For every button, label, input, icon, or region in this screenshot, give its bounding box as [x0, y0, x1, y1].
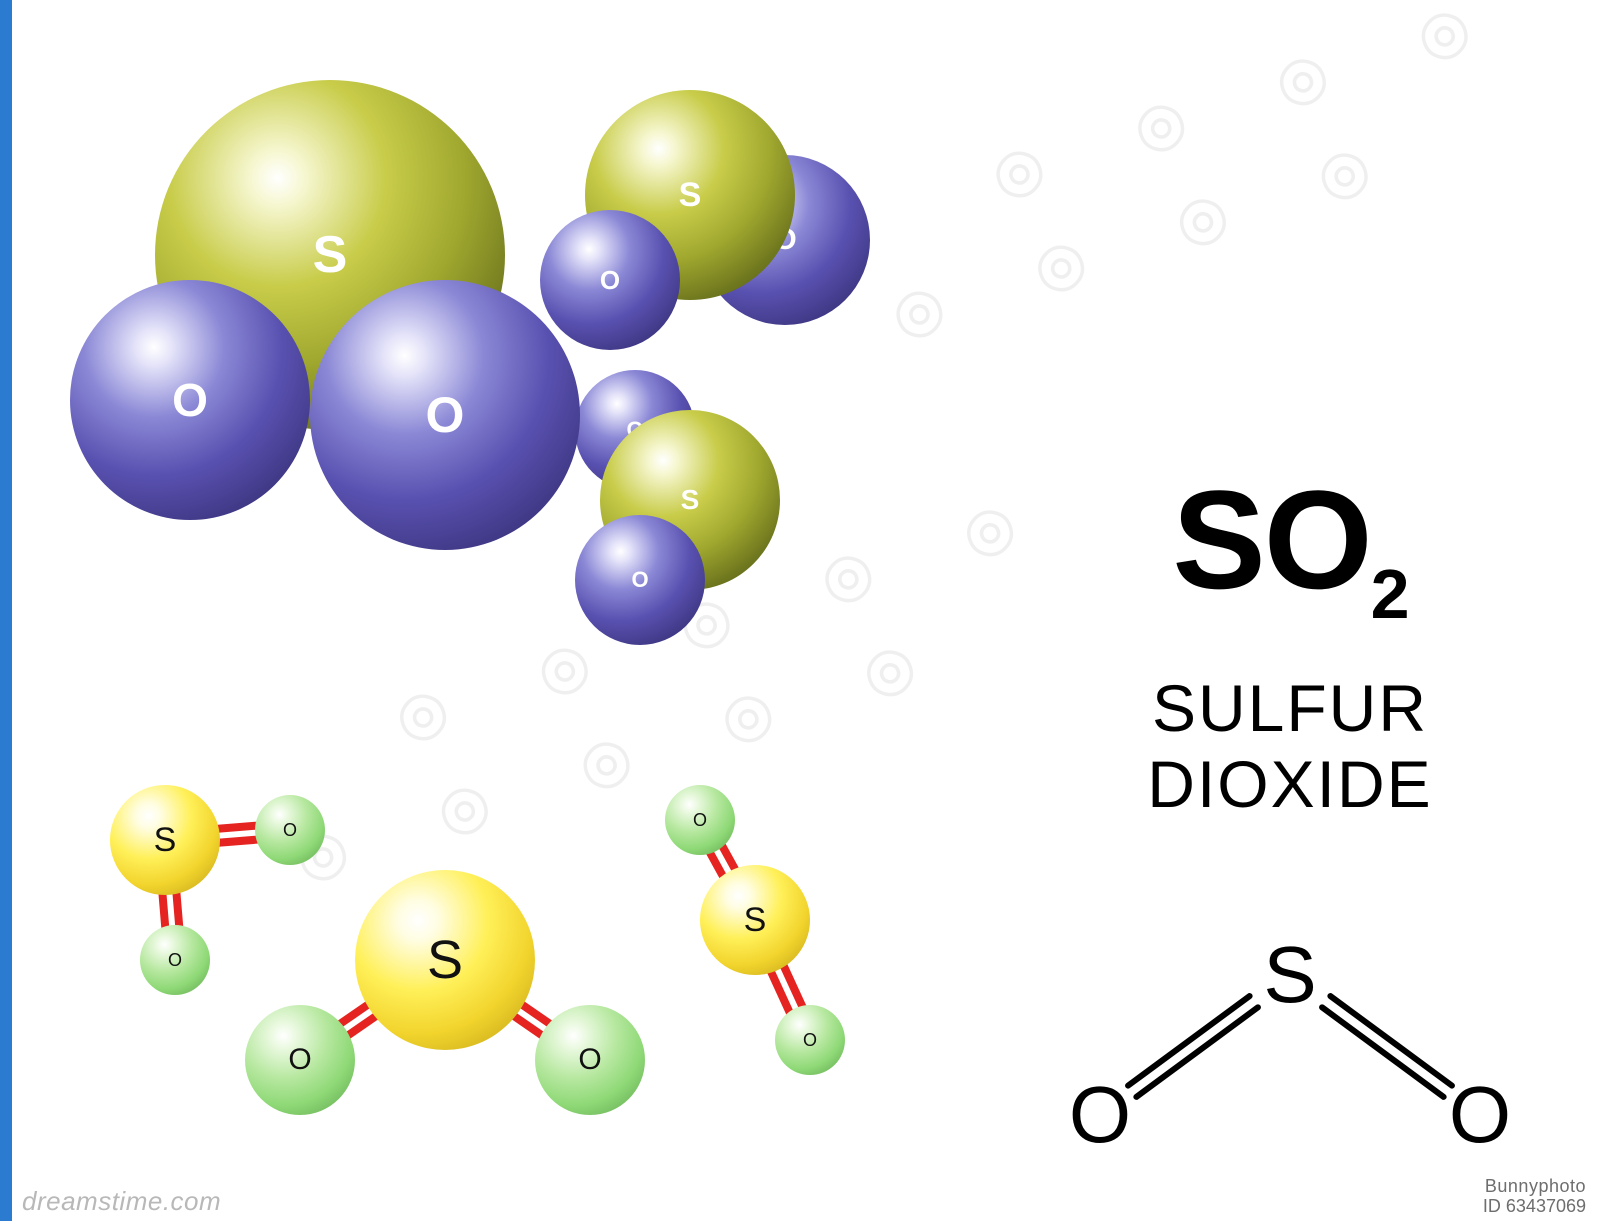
formula-main-text: SO: [1172, 461, 1370, 618]
atom-label: O: [631, 569, 648, 591]
watermark-swirl: ◎ ◎ ◎ ◎ ◎: [286, 615, 962, 894]
formula-block: SO2 SULFUR DIOXIDE: [1030, 470, 1550, 822]
O-atom: O: [255, 795, 325, 865]
S-atom: S: [700, 865, 810, 975]
watermark-site: dreamstime.com: [22, 1186, 221, 1217]
atom-label: S: [744, 903, 767, 937]
atom-label: O: [426, 390, 465, 440]
lewis-oxygen-right: O: [1449, 1075, 1511, 1155]
O-atom: O: [575, 515, 705, 645]
atom-label: S: [679, 178, 702, 212]
diagram-canvas: ◎ ◎ ◎ ◎ ◎ ◎ ◎ ◎ ◎ ◎ ◎ ◎ ◎ ◎ ◎ ◎ ◎ ◎ SOOS…: [0, 0, 1600, 1221]
O-atom: O: [665, 785, 735, 855]
atom-label: O: [168, 951, 182, 969]
O-atom: O: [245, 1005, 355, 1115]
O-atom: O: [775, 1005, 845, 1075]
atom-label: S: [313, 229, 348, 281]
left-accent-strip: [0, 0, 12, 1221]
lewis-oxygen-left: O: [1069, 1075, 1131, 1155]
chemical-formula: SO2: [1172, 470, 1407, 610]
atom-label: O: [283, 821, 297, 839]
atom-label: S: [427, 933, 463, 987]
atom-label: O: [803, 1031, 817, 1049]
atom-label: S: [681, 486, 700, 514]
watermark-credit: Bunnyphoto: [1485, 1176, 1586, 1197]
watermark-id: ID 63437069: [1483, 1196, 1586, 1217]
O-atom: O: [140, 925, 210, 995]
atom-label: O: [693, 811, 707, 829]
compound-name: SULFUR DIOXIDE: [1030, 670, 1550, 822]
O-atom: O: [535, 1005, 645, 1115]
watermark-swirl: ◎ ◎ ◎ ◎: [882, 118, 1417, 351]
O-atom: O: [70, 280, 310, 520]
atom-label: O: [172, 377, 208, 423]
formula-subscript: 2: [1371, 555, 1408, 633]
lewis-sulfur: S: [1263, 935, 1316, 1015]
S-atom: S: [110, 785, 220, 895]
atom-label: O: [288, 1045, 311, 1075]
lewis-structure: S O O: [1030, 920, 1550, 1160]
atom-label: O: [578, 1045, 601, 1075]
O-atom: O: [310, 280, 580, 550]
S-atom: S: [355, 870, 535, 1050]
O-atom: O: [540, 210, 680, 350]
watermark-swirl: ◎ ◎ ◎ ◎: [982, 0, 1517, 212]
atom-label: O: [600, 267, 620, 293]
atom-label: S: [154, 823, 177, 857]
